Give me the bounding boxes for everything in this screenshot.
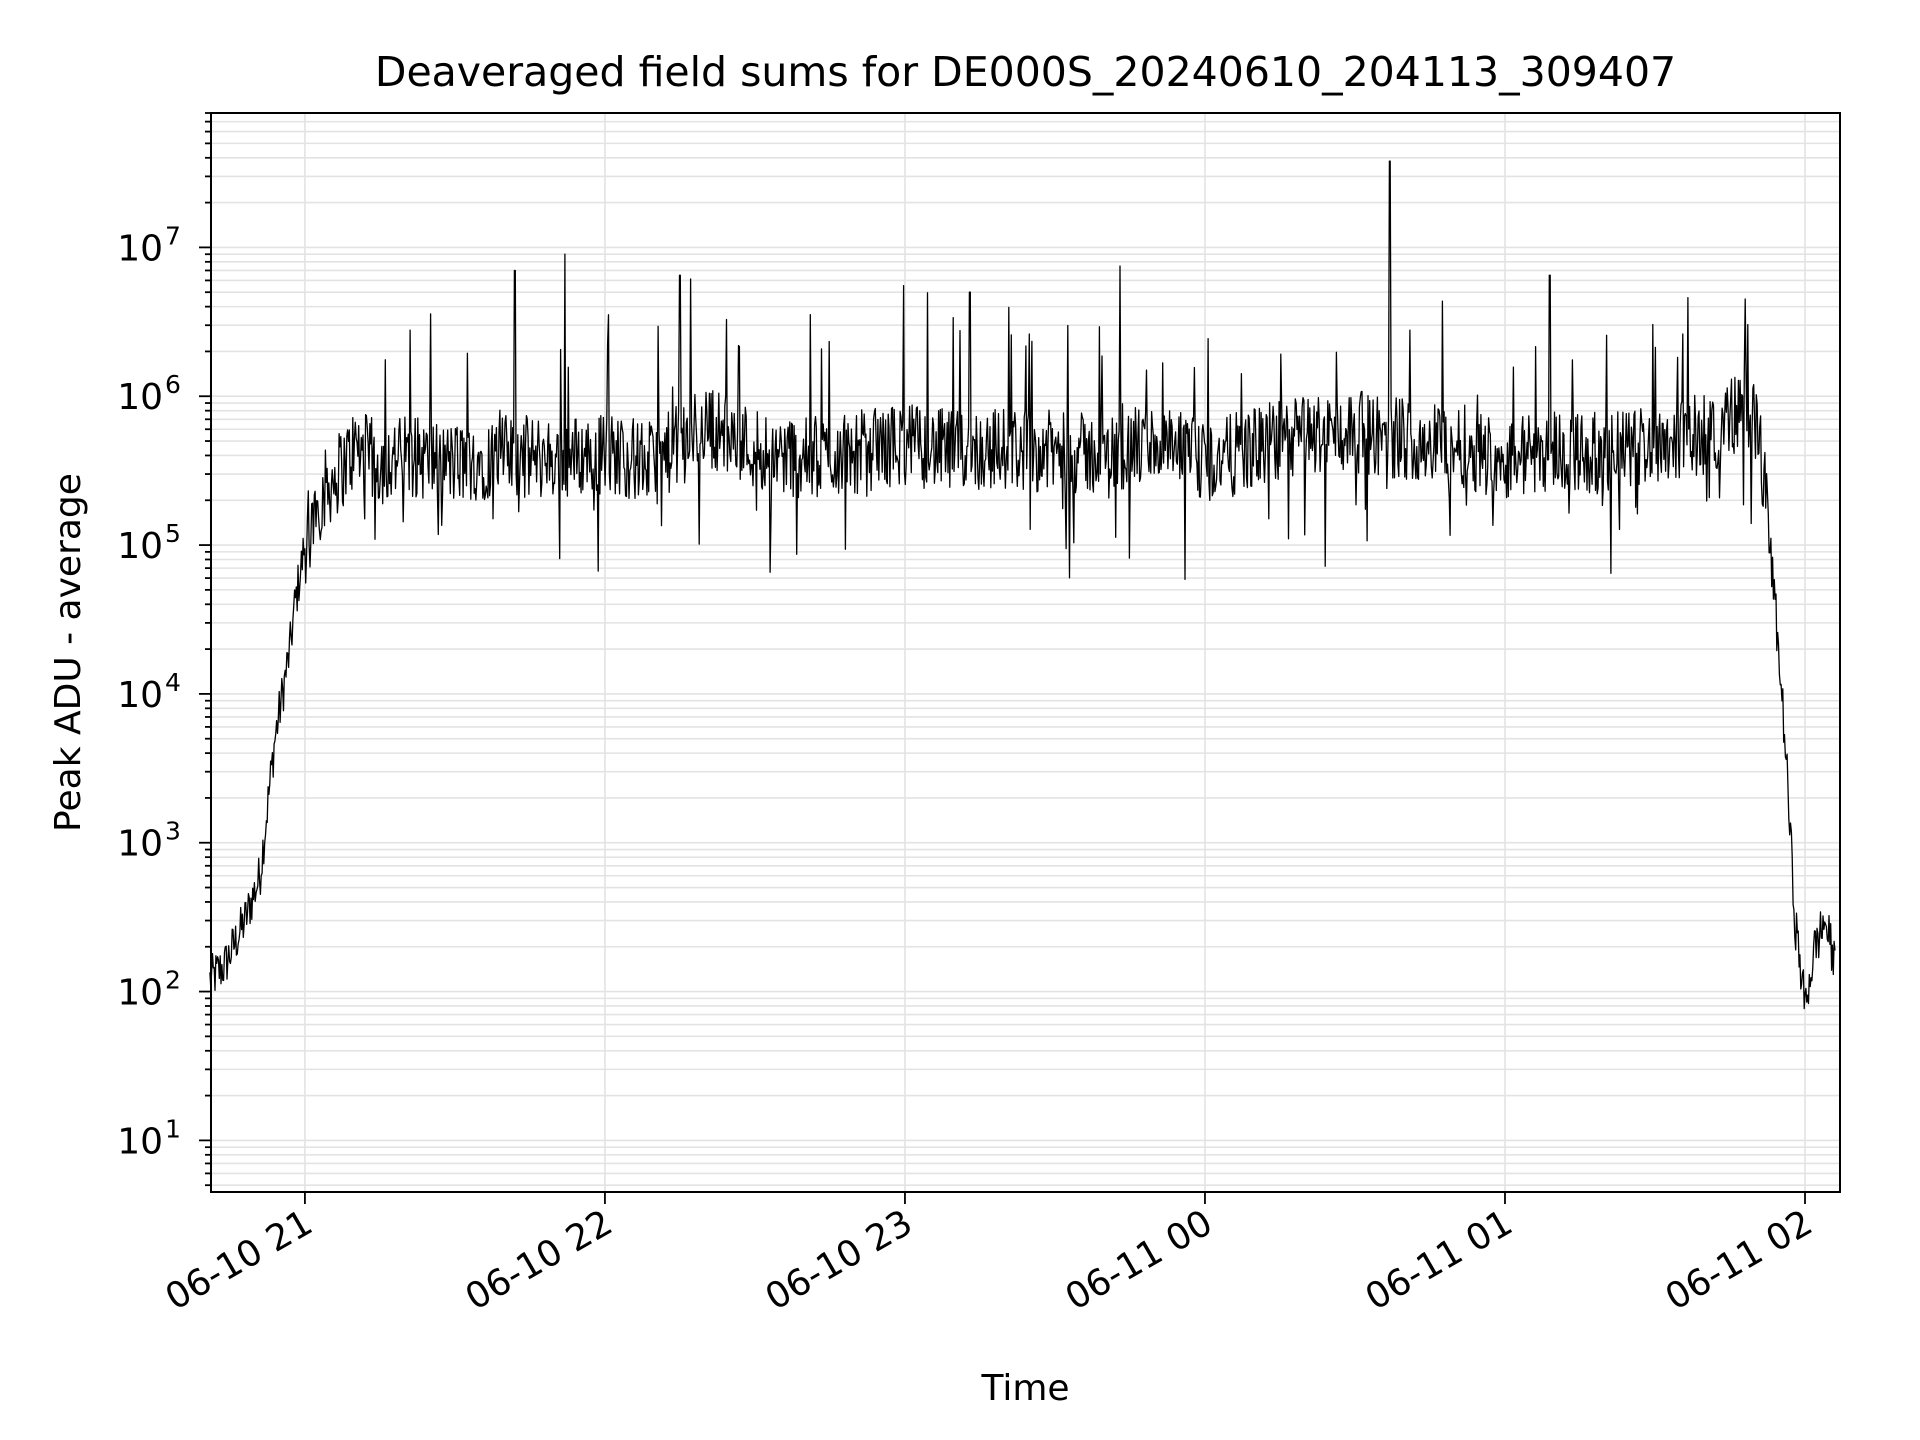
x-axis-label: Time	[980, 1368, 1069, 1409]
y-tick-label-exponent: 7	[165, 221, 181, 250]
y-axis-label: Peak ADU - average	[48, 473, 89, 832]
y-tick-label: 10	[117, 1121, 163, 1162]
plot-frame	[210, 112, 1841, 1193]
y-tick-label-base: 10	[117, 377, 163, 418]
series-line	[209, 160, 1836, 1010]
y-tick-label-base: 10	[117, 526, 163, 567]
y-tick-label-base: 10	[117, 675, 163, 716]
y-tick-label-exponent: 6	[165, 370, 181, 399]
y-tick-label: 10	[117, 377, 163, 418]
axis-ticks	[199, 112, 1806, 1204]
y-tick-label-base: 10	[117, 228, 163, 269]
y-tick-label: 10	[117, 973, 163, 1014]
y-tick-label-base: 10	[117, 824, 163, 865]
y-tick-label-base: 10	[117, 1121, 163, 1162]
chart-title: Deaveraged field sums for DE000S_2024061…	[375, 48, 1676, 96]
y-tick-label-exponent: 5	[165, 519, 181, 548]
y-tick-label-exponent: 2	[165, 966, 181, 995]
y-tick-label: 10	[117, 824, 163, 865]
y-tick-label-exponent: 1	[165, 1114, 181, 1143]
y-tick-label-exponent: 3	[165, 817, 181, 846]
y-tick-label-base: 10	[117, 973, 163, 1014]
y-tick-label-exponent: 4	[165, 668, 181, 697]
grid	[211, 112, 1840, 1192]
y-tick-label: 10	[117, 675, 163, 716]
y-tick-label: 10	[117, 228, 163, 269]
y-tick-label: 10	[117, 526, 163, 567]
